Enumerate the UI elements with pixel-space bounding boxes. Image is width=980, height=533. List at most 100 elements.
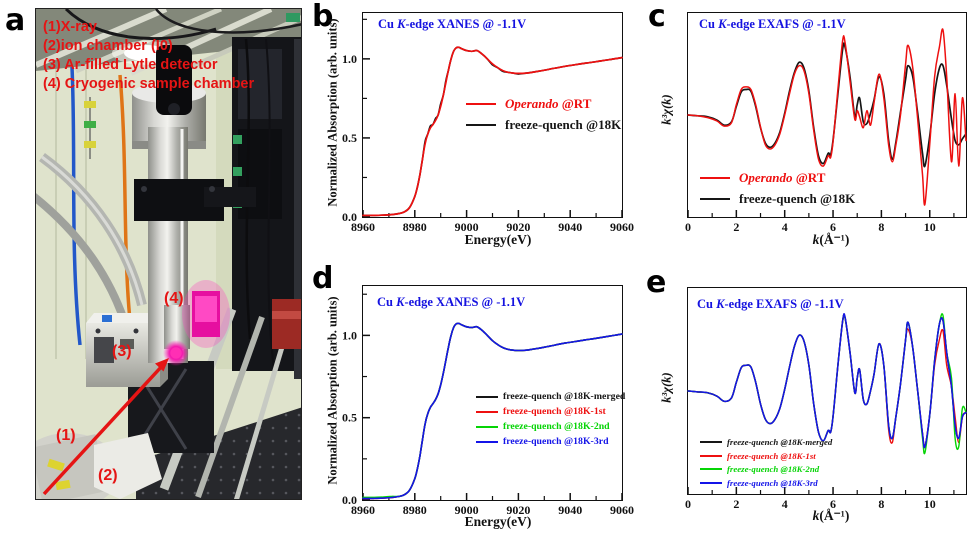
legend-label: freeze-quench @18K-2nd (727, 464, 820, 474)
x-tick-label: 9000 (455, 220, 479, 234)
series-operando-rt (687, 28, 967, 206)
legend-item: freeze-quench @18K (700, 191, 855, 207)
panel-letter-b: b (312, 0, 334, 34)
panel-d-title: Cu K-edge XANES @ -1.1V (377, 295, 526, 309)
legend-item: freeze-quench @18K (466, 117, 621, 133)
x-tick-label: 9060 (610, 503, 634, 517)
marker-2-ion-chamber: (2) (98, 467, 118, 484)
panel-b-ylabel: Normalized Absorption (arb. units) (325, 18, 340, 207)
series-freeze-quench-18k-merged (687, 313, 967, 449)
panel-e-xlabel: k(Å⁻¹) (812, 508, 850, 523)
series-freeze-quench-18k-3rd (362, 322, 623, 500)
x-tick-label: 9020 (506, 220, 530, 234)
x-tick-label: 8960 (351, 503, 375, 517)
sample-glow-spot (163, 340, 189, 366)
y-tick-label: 0.5 (342, 411, 357, 425)
caption-line-3: (3) Ar-filled Lytle detector (43, 57, 218, 73)
legend-swatch (466, 102, 496, 106)
x-tick-label: 9040 (558, 220, 582, 234)
legend-item: freeze-quench @18K-2nd (700, 464, 832, 474)
panel-letter-a: a (5, 3, 26, 38)
panel-c-plot: 0 2 4 6 8 10 (685, 12, 967, 234)
legend-item: freeze-quench @18K-1st (700, 451, 832, 461)
legend-label: freeze-quench @18K-1st (503, 406, 606, 417)
panel-b-plot: 8960 8980 9000 9020 9040 9060 0.0 0.5 1.0 (342, 12, 634, 234)
legend-item: Operando @RT (700, 170, 855, 186)
y-tick-label: 1.0 (342, 328, 357, 342)
cryo-sample-window (182, 280, 230, 348)
legend-swatch (476, 440, 498, 443)
y-tick-label: 0.5 (342, 131, 357, 145)
caption-line-2: (2)ion chamber (I0) (43, 38, 173, 54)
x-tick-label: 0 (685, 220, 691, 234)
x-tick-label: 4 (782, 497, 788, 511)
legend-swatch (700, 197, 730, 201)
legend-swatch (700, 441, 722, 443)
panel-a-beamline-photo: (1)X-ray (2)ion chamber (I0) (3) Ar-fill… (35, 8, 302, 500)
panel-c-title: Cu K-edge EXAFS @ -1.1V (699, 17, 846, 31)
x-tick-label: 9040 (558, 503, 582, 517)
cryostat-column (132, 45, 256, 363)
x-tick-label: 10 (924, 497, 936, 511)
legend-swatch (476, 395, 498, 398)
marker-1-xray: (1) (56, 427, 76, 444)
x-tick-label: 6 (830, 220, 836, 234)
x-tick-label: 8960 (351, 220, 375, 234)
caption-line-1: (1)X-ray (43, 19, 97, 35)
legend-label: freeze-quench @18K (739, 191, 856, 206)
panel-e-title: Cu K-edge EXAFS @ -1.1V (697, 297, 844, 311)
beam-path-arrow (42, 358, 169, 496)
x-tick-label: 9000 (455, 503, 479, 517)
legend-label: freeze-quench @18K-merged (727, 437, 833, 447)
panel-e-plot: 0 2 4 6 8 10 (685, 287, 967, 511)
legend-swatch (700, 454, 722, 457)
legend-label: Operando @RT (505, 96, 592, 111)
marker-4-cryo-chamber: (4) (164, 290, 184, 307)
panel-letter-c: c (648, 0, 666, 34)
series-operando-rt (362, 46, 623, 217)
legend-item: freeze-quench @18K-3rd (476, 436, 625, 447)
xanes-chart-b: 8960 8980 9000 9020 9040 9060 0.0 0.5 1.0 (342, 18, 634, 234)
caption-line-4: (4) Cryogenic sample chamber (43, 76, 255, 92)
series-freeze-quench-18k (687, 42, 967, 168)
y-tick-label: 0.0 (342, 210, 357, 224)
x-tick-label: 0 (685, 497, 691, 511)
marker-3-lytle-detector: (3) (112, 343, 132, 360)
x-tick-label: 8 (878, 497, 884, 511)
legend-swatch (466, 123, 496, 127)
panel-b-title: Cu K-edge XANES @ -1.1V (378, 17, 527, 31)
panel-c-legend: Operando @RT freeze-quench @18K (700, 170, 855, 212)
x-tick-label: 6 (830, 497, 836, 511)
legend-item: freeze-quench @18K-3rd (700, 478, 832, 488)
x-tick-label: 9020 (506, 503, 530, 517)
legend-label: freeze-quench @18K (505, 117, 622, 132)
y-tick-label: 1.0 (342, 52, 357, 66)
exafs-chart-e: 0 2 4 6 8 10 (685, 313, 967, 511)
legend-label: freeze-quench @18K-3rd (503, 436, 609, 447)
panel-e-ylabel: k³χ(k) (659, 372, 674, 403)
exafs-chart-c: 0 2 4 6 8 10 (685, 28, 967, 234)
panel-c-xlabel: k(Å⁻¹) (812, 232, 850, 247)
legend-item: Operando @RT (466, 96, 621, 112)
panel-letter-e: e (646, 265, 667, 300)
legend-item: freeze-quench @18K-merged (700, 437, 832, 447)
x-tick-label: 8980 (403, 220, 427, 234)
legend-swatch (700, 176, 730, 180)
legend-swatch (700, 481, 722, 484)
x-tick-label: 2 (733, 220, 739, 234)
series-freeze-quench-18k-1st (687, 313, 967, 449)
legend-item: freeze-quench @18K-1st (476, 406, 625, 417)
legend-swatch (476, 425, 498, 428)
panel-d-xlabel: Energy(eV) (464, 514, 532, 529)
y-tick-label: 0.0 (342, 493, 357, 507)
panel-d-plot: 8960 8980 9000 9020 9040 9060 0.0 0.5 1.0 (342, 285, 634, 517)
photo-caption: (1)X-ray (2)ion chamber (I0) (3) Ar-fill… (43, 18, 254, 94)
x-tick-label: 8 (878, 220, 884, 234)
x-tick-label: 2 (733, 497, 739, 511)
legend-swatch (476, 410, 498, 413)
left-cables (70, 66, 134, 346)
beamline-photo-scene (36, 9, 301, 499)
legend-swatch (700, 468, 722, 470)
panel-d-legend: freeze-quench @18K-merged freeze-quench @… (476, 391, 625, 451)
x-tick-label: 9060 (610, 220, 634, 234)
